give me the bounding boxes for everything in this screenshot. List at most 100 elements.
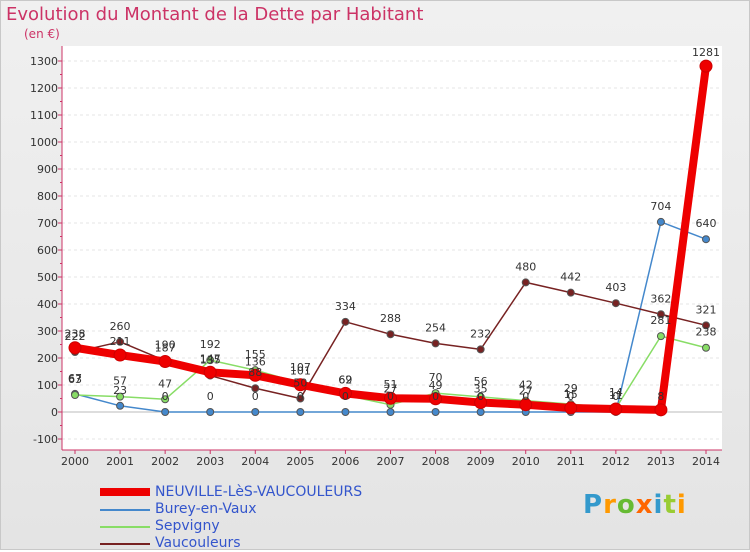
data-label: 238 <box>65 328 86 341</box>
logo-letter: i <box>676 490 687 520</box>
data-label: 147 <box>200 352 221 365</box>
data-label: 334 <box>335 300 356 313</box>
data-label: 0 <box>387 390 394 403</box>
data-label: 0 <box>252 390 259 403</box>
data-label: 23 <box>113 384 127 397</box>
x-tick-label: 2001 <box>106 455 134 468</box>
data-label: 136 <box>245 355 266 368</box>
data-point <box>566 288 575 297</box>
data-label: 232 <box>470 327 491 340</box>
legend-swatch <box>100 543 150 545</box>
data-point <box>564 401 578 415</box>
y-tick-label: 1000 <box>30 136 58 149</box>
data-point <box>161 408 170 416</box>
data-label: 192 <box>200 338 221 351</box>
chart-unit: (en €) <box>24 27 60 41</box>
data-label: 69 <box>338 373 352 386</box>
data-point <box>113 348 127 362</box>
y-tick-label: 300 <box>37 325 58 338</box>
y-tick-label: 0 <box>51 406 58 419</box>
legend-swatch <box>100 526 150 528</box>
y-tick-label: -100 <box>33 433 58 446</box>
data-point <box>203 365 217 379</box>
data-label: 211 <box>110 335 131 348</box>
data-point <box>476 408 485 416</box>
data-label: 15 <box>564 388 578 401</box>
data-label: 11 <box>609 389 623 402</box>
plot-area <box>62 46 722 450</box>
logo-letter: t <box>663 490 677 520</box>
legend-label: NEUVILLE-LèS-VAUCOULEURS <box>155 484 363 500</box>
chart-title: Evolution du Montant de la Dette par Hab… <box>6 4 424 25</box>
data-label: 362 <box>650 292 671 305</box>
data-point <box>68 341 82 355</box>
data-label: 47 <box>158 377 172 390</box>
data-label: 70 <box>429 371 443 384</box>
data-label: 63 <box>68 373 82 386</box>
y-tick-label: 200 <box>37 352 58 365</box>
x-tick-label: 2012 <box>602 455 630 468</box>
data-point <box>386 408 395 416</box>
data-label: 49 <box>429 379 443 392</box>
x-tick-label: 2002 <box>151 455 179 468</box>
data-point <box>116 392 125 401</box>
data-label: 0 <box>567 390 574 403</box>
data-point <box>206 408 215 416</box>
x-tick-label: 2013 <box>647 455 675 468</box>
y-tick-label: 500 <box>37 271 58 284</box>
x-tick-label: 2004 <box>241 455 269 468</box>
data-point <box>429 392 443 406</box>
data-label: 0 <box>477 390 484 403</box>
data-label: 101 <box>290 365 311 378</box>
data-label: 107 <box>290 361 311 374</box>
legend-label: Vaucouleurs <box>155 535 241 551</box>
data-point <box>521 278 530 287</box>
data-label: 442 <box>560 271 581 284</box>
data-label: 0 <box>207 390 214 403</box>
data-label: 29 <box>564 382 578 395</box>
y-tick-label: 700 <box>37 217 58 230</box>
y-tick-label: 100 <box>37 379 58 392</box>
data-point <box>161 395 170 404</box>
data-label: 57 <box>113 375 127 388</box>
data-label: 135 <box>200 354 221 367</box>
data-point <box>656 217 665 226</box>
x-tick-label: 2009 <box>467 455 495 468</box>
data-point <box>611 299 620 308</box>
y-tick-label: 400 <box>37 298 58 311</box>
data-point <box>341 408 350 416</box>
data-label: 1281 <box>692 46 720 59</box>
data-point <box>656 332 665 341</box>
logo-letter: i <box>653 490 664 520</box>
logo-letter: r <box>603 490 617 520</box>
y-tick-label: 600 <box>37 244 58 257</box>
data-point <box>519 398 533 412</box>
data-point <box>71 390 79 399</box>
logo-letter: P <box>583 490 604 520</box>
data-label: 50 <box>293 377 307 390</box>
data-point <box>251 384 260 393</box>
x-tick-label: 2014 <box>692 455 720 468</box>
logo-letter: o <box>616 490 636 520</box>
data-label: 14 <box>609 386 623 399</box>
data-point <box>341 317 350 326</box>
data-point <box>699 59 713 73</box>
data-label: 42 <box>519 379 533 392</box>
logo-letter: x <box>635 490 654 520</box>
data-point <box>384 391 397 405</box>
data-point <box>248 368 262 382</box>
x-tick-label: 2006 <box>331 455 359 468</box>
y-tick-label: 900 <box>37 163 58 176</box>
legend-label: Burey-en-Vaux <box>155 501 257 517</box>
data-label: 480 <box>515 260 536 273</box>
data-point <box>702 321 710 330</box>
data-label: 281 <box>650 314 671 327</box>
y-tick-label: 1100 <box>30 109 58 122</box>
data-point <box>702 235 710 244</box>
data-point <box>654 403 668 417</box>
data-label: 0 <box>342 390 349 403</box>
proxiti-logo: Proxiti <box>583 490 687 520</box>
data-label: 704 <box>650 200 671 213</box>
y-tick-label: 800 <box>37 190 58 203</box>
